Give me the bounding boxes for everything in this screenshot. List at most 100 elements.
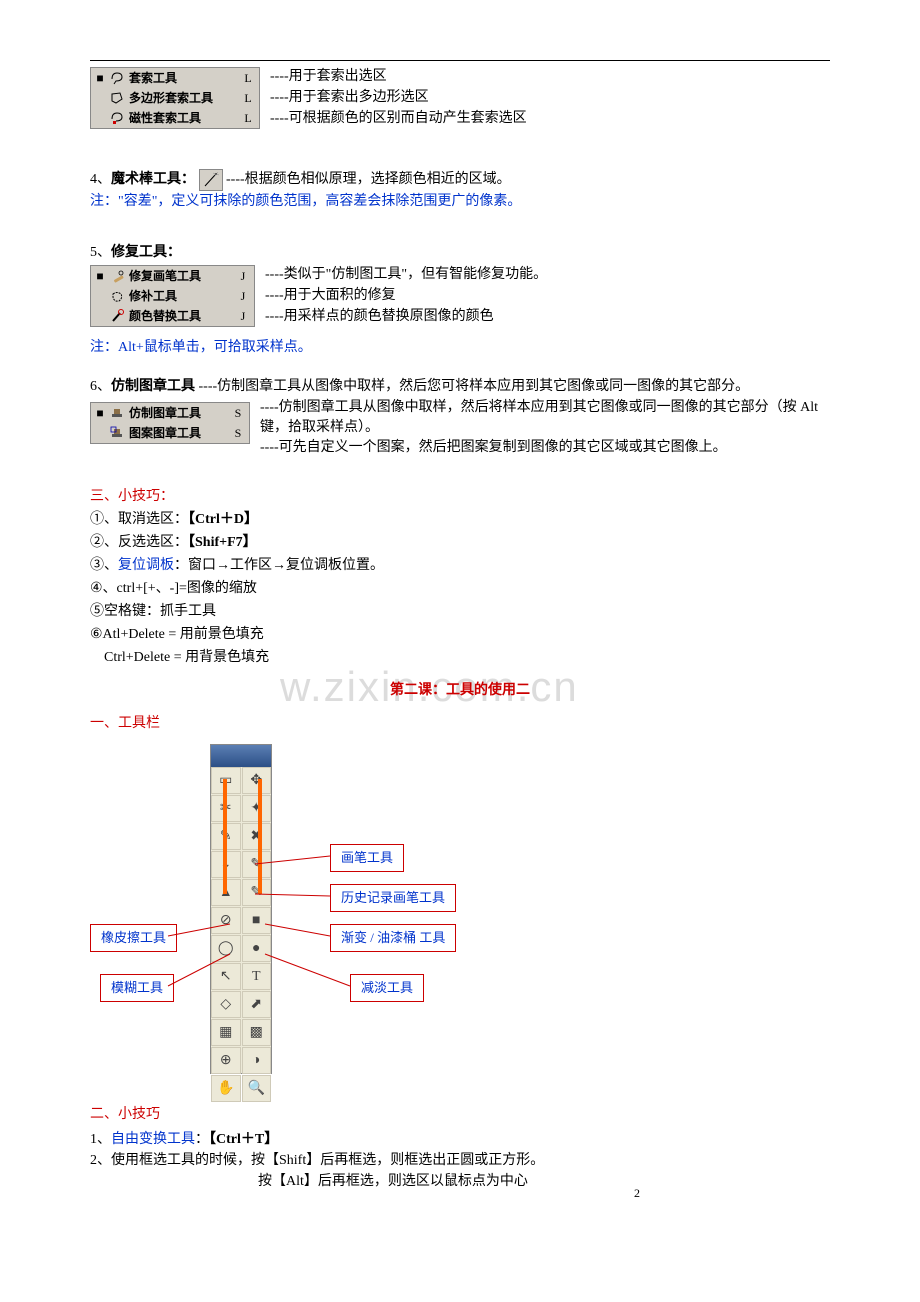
healing-menu: ■ 修复画笔工具 J 修补工具 J 颜色替换工具 J <box>90 265 255 327</box>
menu-label: 多边形套索工具 <box>129 89 237 107</box>
magic-wand-icon <box>199 169 223 191</box>
callout-history-brush: 历史记录画笔工具 <box>330 884 456 912</box>
menu-row: 修补工具 J <box>91 286 254 306</box>
tip2-3: 按【Alt】后再框选，则选区以鼠标点为中心 <box>90 1171 830 1192</box>
healing-desc-col: ----类似于"仿制图工具"，但有智能修复功能。 ----用于大面积的修复 --… <box>255 264 547 327</box>
bullet: ■ <box>95 267 105 285</box>
section-4-note: 注："容差"，定义可抹除的颜色范围，高容差会抹除范围更广的像素。 <box>90 191 830 212</box>
toolbar-heading: 一、工具栏 <box>90 713 830 734</box>
menu-key: L <box>241 89 255 107</box>
tool-cell: ◇ <box>211 991 241 1018</box>
tips-section: 三、小技巧： ①、取消选区：【Ctrl＋D】 ②、反选选区：【Shif+F7】 … <box>90 486 830 668</box>
tool-cell: ◯ <box>211 935 241 962</box>
section-title: 魔术棒工具： <box>111 172 195 187</box>
callout-blur: 模糊工具 <box>100 974 174 1002</box>
tool-cell: ✖ <box>242 823 272 850</box>
lasso-menu: ■ 套索工具 L 多边形套索工具 L 磁性套索工具 L <box>90 67 260 129</box>
menu-label: 修复画笔工具 <box>129 267 232 285</box>
intro-text: ----仿制图章工具从图像中取样，然后您可将样本应用到其它图像或同一图像的其它部… <box>195 379 749 394</box>
tip-7: Ctrl+Delete = 用背景色填充 <box>90 647 830 668</box>
prefix: 5、 <box>90 245 111 260</box>
menu-label: 修补工具 <box>129 287 232 305</box>
pattern-stamp-icon <box>109 425 125 441</box>
menu-row: ■ 修复画笔工具 J <box>91 266 254 286</box>
tip-4: ④、ctrl+[+、-]=图像的缩放 <box>90 578 830 599</box>
healing-brush-icon <box>109 268 125 284</box>
callout-eraser: 橡皮擦工具 <box>90 924 177 952</box>
desc: ----可先自定义一个图案，然后把图案复制到图像的其它区域或其它图像上。 <box>260 437 830 458</box>
callout-lines <box>90 744 830 1104</box>
lasso-desc-col: ----用于套索出选区 ----用于套索出多边形选区 ----可根据颜色的区别而… <box>260 66 527 129</box>
toolbar-diagram: ▭✥✂✦✎✖⌄✎▲✎⊘■◯●↖T◇⬈▦▩⊕◑✋🔍 画笔工具 历史记录画笔工具 渐… <box>90 744 830 1104</box>
tip-6: ⑥Atl+Delete = 用前景色填充 <box>90 624 830 645</box>
page-content: ■ 套索工具 L 多边形套索工具 L 磁性套索工具 L ----用于套索出选区 … <box>90 60 830 1192</box>
desc: ----仿制图章工具从图像中取样，然后将样本应用到其它图像或同一图像的其它部分（… <box>260 398 830 437</box>
healing-block: ■ 修复画笔工具 J 修补工具 J 颜色替换工具 J ----类似于"仿制图工具… <box>90 264 830 327</box>
magnetic-lasso-icon <box>109 110 125 126</box>
tool-cell: T <box>242 963 272 990</box>
prefix: 6、 <box>90 379 111 394</box>
desc: ----用于套索出选区 <box>270 66 527 87</box>
tip2-1: 1、自由变换工具：【Ctrl＋T】 <box>90 1129 830 1150</box>
desc: ----类似于"仿制图工具"，但有智能修复功能。 <box>265 264 547 285</box>
menu-row: 磁性套索工具 L <box>91 108 259 128</box>
tip-2: ②、反选选区：【Shif+F7】 <box>90 532 830 553</box>
tip-3: ③、复位调板：窗口→工作区→复位调板位置。 <box>90 555 830 576</box>
section-4-line: 4、魔术棒工具： ----根据颜色相似原理，选择颜色相近的区域。 <box>90 169 830 191</box>
menu-row: 图案图章工具 S <box>91 423 249 443</box>
toolbar-header <box>211 745 271 767</box>
patch-icon <box>109 288 125 304</box>
menu-row: 多边形套索工具 L <box>91 88 259 108</box>
lasso-icon <box>109 70 125 86</box>
toolbar-panel: ▭✥✂✦✎✖⌄✎▲✎⊘■◯●↖T◇⬈▦▩⊕◑✋🔍 <box>210 744 272 1074</box>
bullet: ■ <box>95 404 105 422</box>
tool-cell: ▩ <box>242 1019 272 1046</box>
top-rule <box>90 60 830 61</box>
section-5-title: 5、修复工具： <box>90 242 830 263</box>
section-5-note: 注：Alt+鼠标单击，可拾取采样点。 <box>90 337 830 358</box>
menu-key: J <box>236 267 250 285</box>
menu-label: 磁性套索工具 <box>129 109 237 127</box>
desc: ----用于大面积的修复 <box>265 285 547 306</box>
tips2-heading: 二、小技巧 <box>90 1104 830 1125</box>
tool-cell: ⊘ <box>211 907 241 934</box>
desc: ----可根据颜色的区别而自动产生套索选区 <box>270 108 527 129</box>
section-4: 4、魔术棒工具： ----根据颜色相似原理，选择颜色相近的区域。 注："容差"，… <box>90 169 830 212</box>
section-title: 修复工具： <box>111 245 181 260</box>
tip2-2: 2、使用框选工具的时候，按【Shift】后再框选，则框选出正圆或正方形。 <box>90 1150 830 1171</box>
tool-cell: ▦ <box>211 1019 241 1046</box>
tool-cell: ⊕ <box>211 1047 241 1074</box>
menu-label: 颜色替换工具 <box>129 307 232 325</box>
tool-cell: ✎ <box>242 879 272 906</box>
menu-key: J <box>236 287 250 305</box>
poly-lasso-icon <box>109 90 125 106</box>
menu-key: L <box>241 69 255 87</box>
menu-key: S <box>231 424 245 442</box>
menu-row: ■ 仿制图章工具 S <box>91 403 249 423</box>
menu-label: 仿制图章工具 <box>129 404 227 422</box>
tool-cell: ◑ <box>242 1047 272 1074</box>
stamp-desc-col: ----仿制图章工具从图像中取样，然后将样本应用到其它图像或同一图像的其它部分（… <box>250 398 830 458</box>
prefix: 4、 <box>90 172 111 187</box>
clone-stamp-icon <box>109 405 125 421</box>
menu-row: 颜色替换工具 J <box>91 306 254 326</box>
tool-cell: ✎ <box>242 851 272 878</box>
orange-marker <box>223 779 227 894</box>
desc: ----用采样点的颜色替换原图像的颜色 <box>265 306 547 327</box>
menu-label: 图案图章工具 <box>129 424 227 442</box>
stamp-menu: ■ 仿制图章工具 S 图案图章工具 S <box>90 402 250 444</box>
section-title: 仿制图章工具 <box>111 379 195 394</box>
section-5: 5、修复工具： ■ 修复画笔工具 J 修补工具 J 颜色替换工具 J <box>90 242 830 358</box>
menu-row: ■ 套索工具 L <box>91 68 259 88</box>
menu-label: 套索工具 <box>129 69 237 87</box>
tool-cell: ✋ <box>211 1075 241 1102</box>
tool-cell: ⬈ <box>242 991 272 1018</box>
color-replace-icon <box>109 308 125 324</box>
toolbar-grid: ▭✥✂✦✎✖⌄✎▲✎⊘■◯●↖T◇⬈▦▩⊕◑✋🔍 <box>211 767 271 1102</box>
tool-cell: ↖ <box>211 963 241 990</box>
tool-cell: ✦ <box>242 795 272 822</box>
menu-key: S <box>231 404 245 422</box>
tool-cell: ● <box>242 935 272 962</box>
tips-heading: 三、小技巧： <box>90 486 830 507</box>
desc: ----用于套索出多边形选区 <box>270 87 527 108</box>
